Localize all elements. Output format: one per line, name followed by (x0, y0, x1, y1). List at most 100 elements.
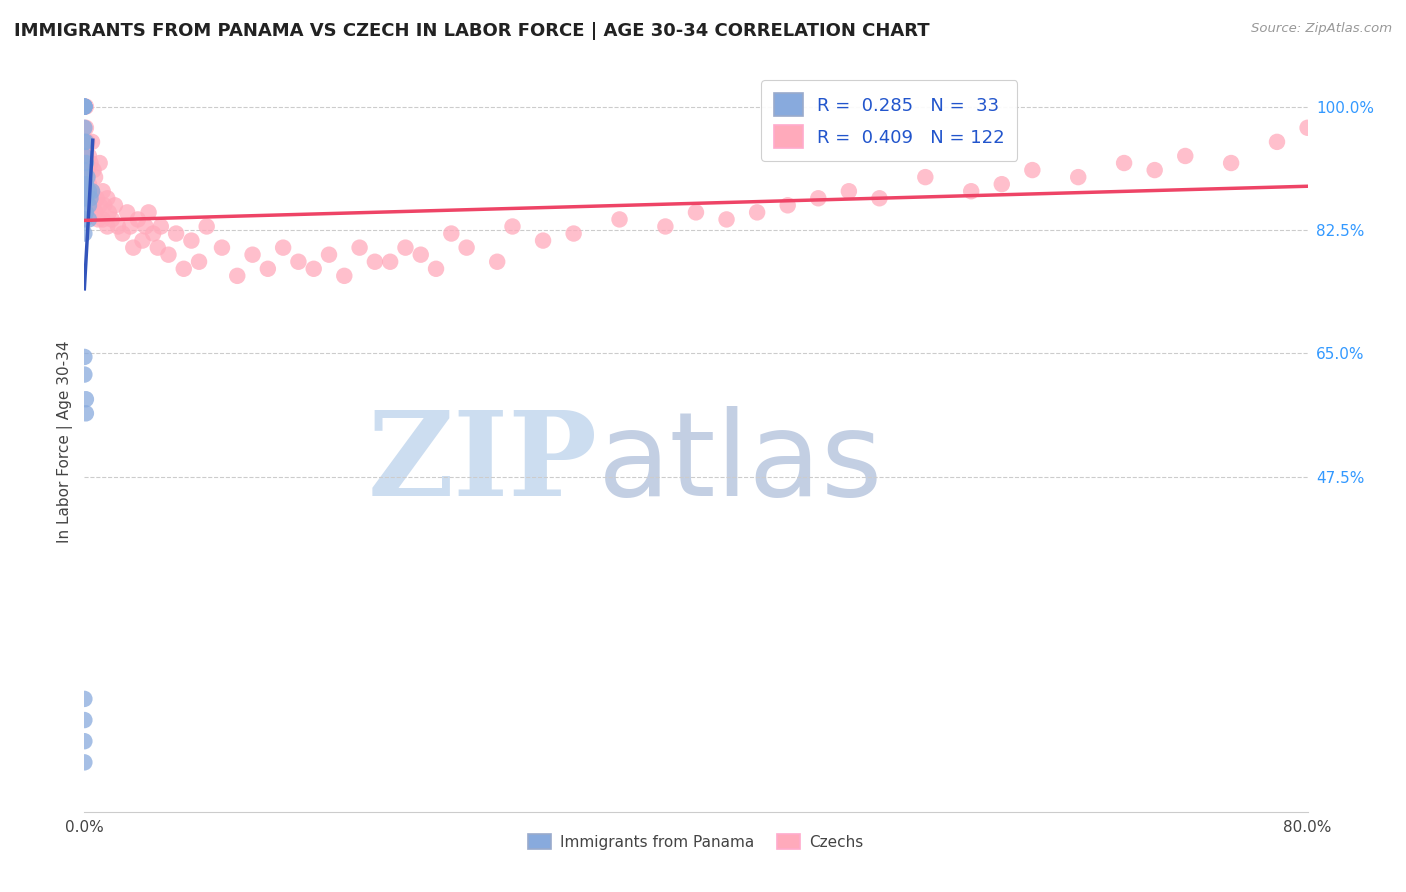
Point (776, 198, 799, 212)
Point (111, 227, 134, 241)
Point (146, 241, 169, 255)
Point (75, 191, 97, 205)
Point (73, 756, 96, 770)
Point (75, 149, 97, 163)
Point (76, 163, 98, 178)
Point (73, 227, 96, 241)
Text: Source: ZipAtlas.com: Source: ZipAtlas.com (1251, 22, 1392, 36)
Point (226, 268, 249, 283)
Point (685, 205, 707, 219)
Point (89, 156, 111, 170)
Point (120, 219, 142, 234)
Point (104, 198, 127, 212)
Point (1220, 156, 1243, 170)
Point (76, 170, 98, 185)
Point (149, 219, 172, 234)
Point (73, 163, 96, 178)
Point (75, 205, 97, 219)
Point (157, 248, 180, 262)
Point (96, 219, 118, 234)
Point (991, 177, 1014, 191)
Point (77, 149, 100, 163)
Point (242, 248, 264, 262)
Point (1265, 135, 1288, 149)
Point (80, 184, 103, 198)
Point (440, 227, 463, 241)
Point (86, 191, 108, 205)
Point (195, 219, 218, 234)
Point (716, 212, 738, 227)
Point (73, 100, 96, 114)
Point (75, 156, 97, 170)
Point (73, 713, 96, 727)
Point (531, 234, 554, 248)
Text: IMMIGRANTS FROM PANAMA VS CZECH IN LABOR FORCE | AGE 30-34 CORRELATION CHART: IMMIGRANTS FROM PANAMA VS CZECH IN LABOR… (14, 22, 929, 40)
Point (80, 135, 103, 149)
Point (1296, 120, 1319, 135)
Point (75, 392, 97, 407)
Point (73, 149, 96, 163)
Point (1021, 163, 1043, 178)
Point (1174, 149, 1197, 163)
Legend: Immigrants from Panama, Czechs: Immigrants from Panama, Czechs (522, 828, 870, 856)
Point (142, 227, 165, 241)
Point (609, 212, 631, 227)
Point (456, 241, 478, 255)
Point (80, 184, 103, 198)
Point (75, 177, 97, 191)
Point (122, 241, 145, 255)
Point (79, 156, 101, 170)
Point (79, 191, 101, 205)
Point (1143, 163, 1166, 178)
Point (1114, 156, 1136, 170)
Point (75, 100, 97, 114)
Point (76, 135, 98, 149)
Point (502, 219, 524, 234)
Point (394, 241, 416, 255)
Point (271, 241, 294, 255)
Point (73, 120, 96, 135)
Point (211, 241, 233, 255)
Point (318, 248, 340, 262)
Point (73, 100, 96, 114)
Point (173, 261, 195, 276)
Point (97, 205, 120, 219)
Point (188, 254, 211, 268)
Point (73, 100, 96, 114)
Point (73, 212, 96, 227)
Point (73, 100, 96, 114)
Point (107, 219, 129, 234)
Point (79, 191, 101, 205)
Point (838, 184, 860, 198)
Point (135, 219, 157, 234)
Point (83, 163, 105, 178)
Point (73, 191, 96, 205)
Point (333, 268, 356, 283)
Point (869, 191, 891, 205)
Point (93, 198, 115, 212)
Point (101, 212, 124, 227)
Point (83, 198, 105, 212)
Point (807, 191, 830, 205)
Point (425, 261, 447, 276)
Point (73, 177, 96, 191)
Point (364, 254, 387, 268)
Point (654, 219, 676, 234)
Point (96, 191, 118, 205)
Point (165, 227, 187, 241)
Point (91, 212, 114, 227)
Point (302, 261, 325, 276)
Point (73, 734, 96, 748)
Point (84, 170, 107, 185)
Point (486, 254, 509, 268)
Point (75, 406, 97, 420)
Point (87, 212, 110, 227)
Point (747, 205, 769, 219)
Text: atlas: atlas (598, 406, 883, 521)
Point (77, 198, 100, 212)
Point (73, 135, 96, 149)
Point (180, 234, 202, 248)
Point (73, 692, 96, 706)
Point (73, 100, 96, 114)
Point (287, 254, 309, 268)
